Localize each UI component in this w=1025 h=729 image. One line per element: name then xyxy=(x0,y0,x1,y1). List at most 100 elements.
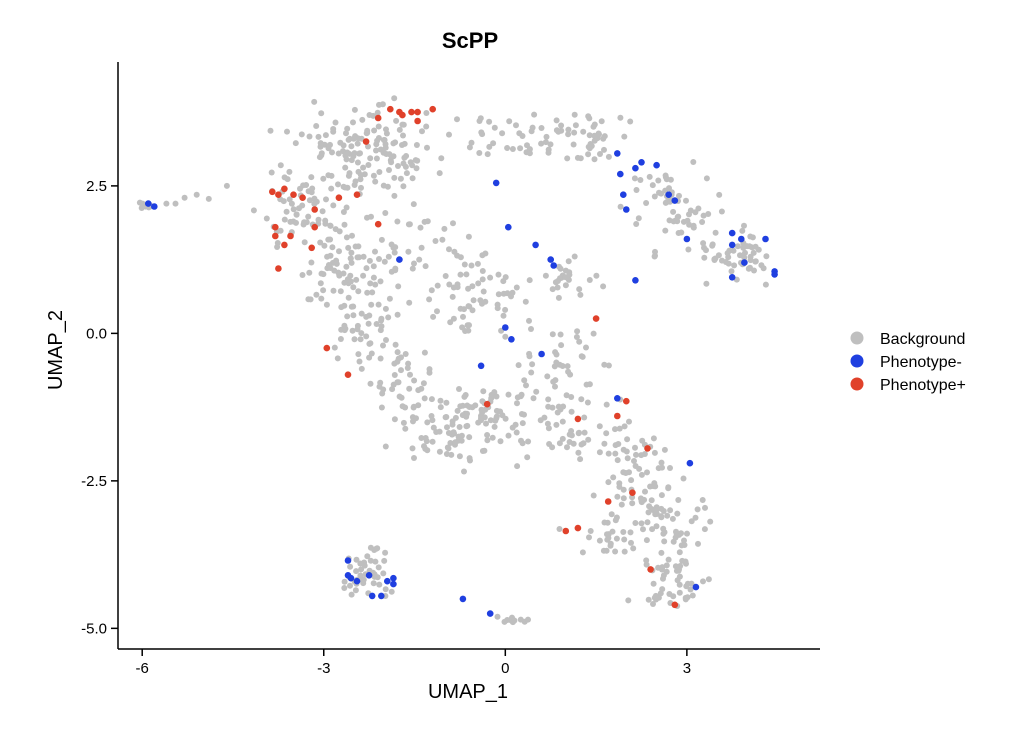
phenotype-point xyxy=(414,117,421,125)
background-point xyxy=(343,234,350,241)
background-point xyxy=(340,148,346,155)
background-point xyxy=(685,246,692,253)
background-point xyxy=(385,314,392,321)
background-point xyxy=(268,169,275,176)
phenotype-point xyxy=(728,241,736,249)
background-point xyxy=(554,278,561,284)
background-point xyxy=(725,254,732,261)
phenotype-point xyxy=(362,138,370,145)
phenotype-point xyxy=(629,489,636,497)
background-point xyxy=(509,146,516,152)
background-point xyxy=(358,566,365,573)
background-point xyxy=(746,265,752,272)
y-tick-label: 2.5 xyxy=(86,178,107,195)
background-point xyxy=(457,271,464,278)
background-point xyxy=(386,167,392,173)
background-point xyxy=(641,451,648,457)
background-point xyxy=(681,542,688,548)
background-point xyxy=(422,435,429,441)
background-point xyxy=(358,310,365,317)
background-point xyxy=(430,313,437,320)
phenotype-point xyxy=(311,223,319,231)
phenotype-point xyxy=(353,577,361,585)
background-point xyxy=(689,592,696,599)
background-point xyxy=(621,536,628,543)
phenotype-point xyxy=(550,262,557,269)
background-point xyxy=(334,355,341,362)
background-point xyxy=(585,151,592,158)
background-point xyxy=(617,203,624,210)
background-point xyxy=(734,243,741,250)
background-point xyxy=(684,594,691,601)
phenotype-point xyxy=(623,206,630,213)
background-point xyxy=(605,479,612,486)
background-point xyxy=(328,172,335,179)
background-point xyxy=(730,247,737,254)
background-point xyxy=(709,241,716,248)
background-point xyxy=(489,434,496,441)
background-point xyxy=(469,283,476,290)
background-point xyxy=(367,340,374,347)
background-point xyxy=(327,222,334,229)
background-point xyxy=(601,519,608,526)
background-point xyxy=(381,258,388,265)
background-point xyxy=(523,382,529,389)
background-point xyxy=(571,111,578,118)
background-point xyxy=(263,215,270,222)
background-point xyxy=(367,380,374,387)
background-point xyxy=(345,136,352,143)
background-point xyxy=(605,153,612,160)
background-point xyxy=(320,287,327,294)
background-point xyxy=(476,150,483,156)
background-point xyxy=(349,232,355,239)
background-point xyxy=(450,315,457,322)
phenotype-point xyxy=(486,610,494,617)
background-point xyxy=(437,404,444,411)
background-point xyxy=(517,393,524,400)
background-point xyxy=(468,139,475,146)
background-point xyxy=(345,294,352,301)
background-point xyxy=(292,140,299,147)
background-point xyxy=(451,248,458,255)
background-point xyxy=(583,344,589,351)
background-point xyxy=(701,526,708,533)
background-point xyxy=(311,98,318,105)
background-point xyxy=(136,199,143,206)
background-point xyxy=(601,440,608,447)
background-point xyxy=(484,151,491,158)
background-point xyxy=(465,327,472,334)
background-point xyxy=(672,534,679,541)
background-point xyxy=(644,469,650,476)
background-point xyxy=(394,311,401,318)
background-point xyxy=(522,298,529,305)
background-point xyxy=(687,586,694,593)
background-point xyxy=(331,344,338,351)
background-point xyxy=(600,283,607,290)
background-point xyxy=(329,149,335,156)
background-point xyxy=(763,253,770,260)
background-point xyxy=(376,101,382,108)
phenotype-point xyxy=(365,572,373,579)
background-point xyxy=(542,272,549,279)
phenotype-point xyxy=(762,235,769,243)
background-point xyxy=(605,450,612,457)
background-point xyxy=(450,220,456,227)
background-point xyxy=(475,280,482,287)
background-point xyxy=(617,114,624,121)
background-point xyxy=(593,272,600,279)
background-point xyxy=(612,450,619,457)
background-point xyxy=(436,428,443,435)
phenotype-point xyxy=(738,235,745,243)
background-point xyxy=(572,122,579,129)
background-point xyxy=(739,227,746,234)
phenotype-point xyxy=(483,400,491,408)
background-point xyxy=(614,493,621,500)
background-point xyxy=(365,320,372,327)
background-point xyxy=(684,530,690,537)
background-point xyxy=(360,253,367,260)
background-point xyxy=(377,355,384,362)
background-point xyxy=(446,131,452,138)
background-point xyxy=(351,150,358,157)
background-point xyxy=(419,128,425,135)
background-point xyxy=(480,388,487,395)
